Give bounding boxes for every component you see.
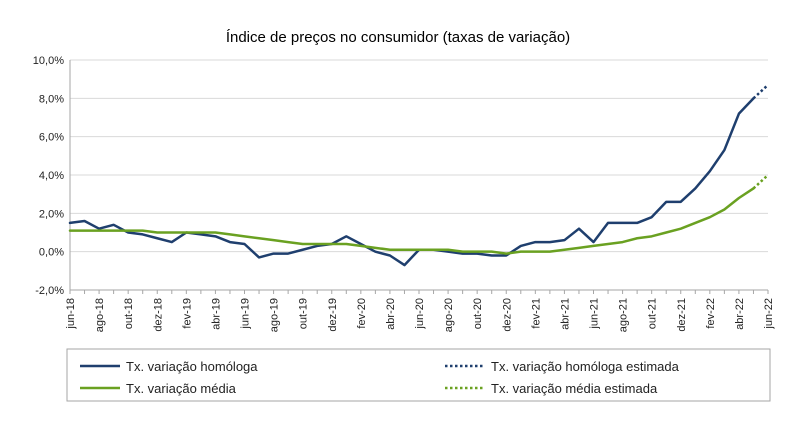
y-tick-label: 4,0% xyxy=(39,170,64,182)
series-lines xyxy=(68,84,769,267)
y-tick-label: -2,0% xyxy=(35,285,64,297)
x-tick-label: fev-20 xyxy=(356,298,368,329)
x-tick-label: dez-20 xyxy=(501,298,513,332)
x-tick-label: dez-19 xyxy=(327,298,339,332)
legend-frame xyxy=(66,348,771,402)
x-tick-label: jun-20 xyxy=(414,298,426,330)
y-tick-label: 6,0% xyxy=(39,132,64,144)
x-tick-label: out-21 xyxy=(647,298,659,329)
y-tick-label: 10,0% xyxy=(33,55,64,67)
x-tick-label: jun-19 xyxy=(240,298,252,330)
y-tick-label: 8,0% xyxy=(39,93,64,105)
x-tick-label: jun-21 xyxy=(589,298,601,330)
y-tick-label: 2,0% xyxy=(39,208,64,220)
legend-label: Tx. variação média estimada xyxy=(491,381,658,396)
x-tick-label: ago-20 xyxy=(443,298,455,332)
x-tick-label: fev-21 xyxy=(530,298,542,329)
series-line-2 xyxy=(68,187,755,255)
x-tick-label: out-20 xyxy=(472,298,484,329)
x-tick-label: jun-22 xyxy=(763,298,775,330)
x-tick-label: abr-21 xyxy=(559,298,571,330)
gridlines xyxy=(70,59,768,291)
x-tick-label: abr-22 xyxy=(734,298,746,330)
axes: -2,0% 0,0% 2,0% 4,0% 6,0% 8,0% 10,0% jun-18 ago-… xyxy=(33,55,775,332)
series-line-1 xyxy=(752,84,769,100)
legend: Tx. variação homóloga Tx. variação homólo… xyxy=(66,348,771,402)
series-line-3 xyxy=(752,174,769,190)
x-tick-label: abr-19 xyxy=(210,298,222,330)
x-tick-label: jun-18 xyxy=(65,298,77,330)
x-tick-label: out-19 xyxy=(298,298,310,329)
x-tick-label: out-18 xyxy=(123,298,135,329)
x-tick-label: dez-21 xyxy=(676,298,688,332)
x-tick-label: dez-18 xyxy=(152,298,164,332)
x-tick-label: ago-21 xyxy=(618,298,630,332)
y-tick-label: 0,0% xyxy=(39,247,64,259)
x-tick-label: ago-19 xyxy=(269,298,281,332)
x-tick-label: abr-20 xyxy=(385,298,397,330)
legend-label: Tx. variação média xyxy=(126,381,237,396)
x-tick-label: fev-22 xyxy=(705,298,717,329)
series-line-0 xyxy=(68,97,755,267)
chart-title: Índice de preços no consumidor (taxas de… xyxy=(226,29,570,46)
x-tick-label: fev-19 xyxy=(181,298,193,329)
legend-label: Tx. variação homóloga xyxy=(126,359,258,374)
x-tick-label: ago-18 xyxy=(94,298,106,332)
legend-label: Tx. variação homóloga estimada xyxy=(491,359,680,374)
